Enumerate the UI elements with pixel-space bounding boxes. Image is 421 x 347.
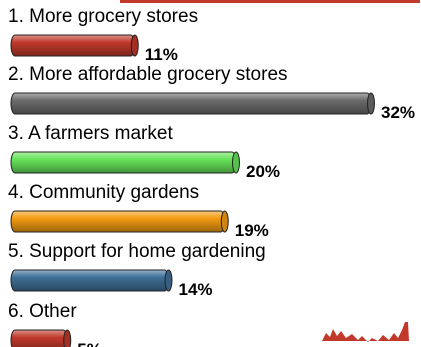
category-label: 2. More affordable grocery stores bbox=[8, 64, 288, 85]
bar-cap bbox=[367, 92, 375, 115]
category-label: 4. Community gardens bbox=[8, 182, 199, 203]
bar-cap bbox=[232, 151, 240, 174]
bar-cap bbox=[164, 269, 173, 292]
bar bbox=[10, 210, 226, 233]
top-banner-fragment bbox=[120, 0, 420, 3]
bar-row: 1. More grocery stores 11% bbox=[8, 6, 198, 64]
value-label: 32% bbox=[381, 103, 415, 122]
bar-row: 4. Community gardens 19% bbox=[8, 182, 269, 240]
category-label: 1. More grocery stores bbox=[8, 6, 198, 27]
value-label: 20% bbox=[246, 162, 280, 181]
value-label: 5% bbox=[77, 340, 102, 347]
bar bbox=[10, 329, 68, 347]
skyline-logo bbox=[322, 322, 409, 342]
bar-row: 5. Support for home gardening 14% bbox=[8, 241, 266, 299]
bar-row: 6. Other 5% bbox=[8, 301, 102, 347]
value-label: 19% bbox=[235, 221, 269, 240]
bar-row: 2. More affordable grocery stores 32% bbox=[8, 64, 415, 122]
bar-cap bbox=[130, 34, 139, 57]
category-label: 5. Support for home gardening bbox=[8, 241, 266, 262]
bar-cap bbox=[220, 210, 229, 233]
category-label: 3. A farmers market bbox=[8, 123, 173, 144]
bar-row: 3. A farmers market 20% bbox=[8, 123, 280, 181]
value-label: 14% bbox=[179, 280, 213, 299]
bar bbox=[10, 151, 237, 174]
value-label: 11% bbox=[145, 45, 178, 64]
bar bbox=[10, 92, 372, 115]
bar bbox=[10, 34, 136, 57]
bar bbox=[10, 269, 169, 292]
category-label: 6. Other bbox=[8, 301, 77, 322]
bar-cap bbox=[63, 329, 72, 347]
